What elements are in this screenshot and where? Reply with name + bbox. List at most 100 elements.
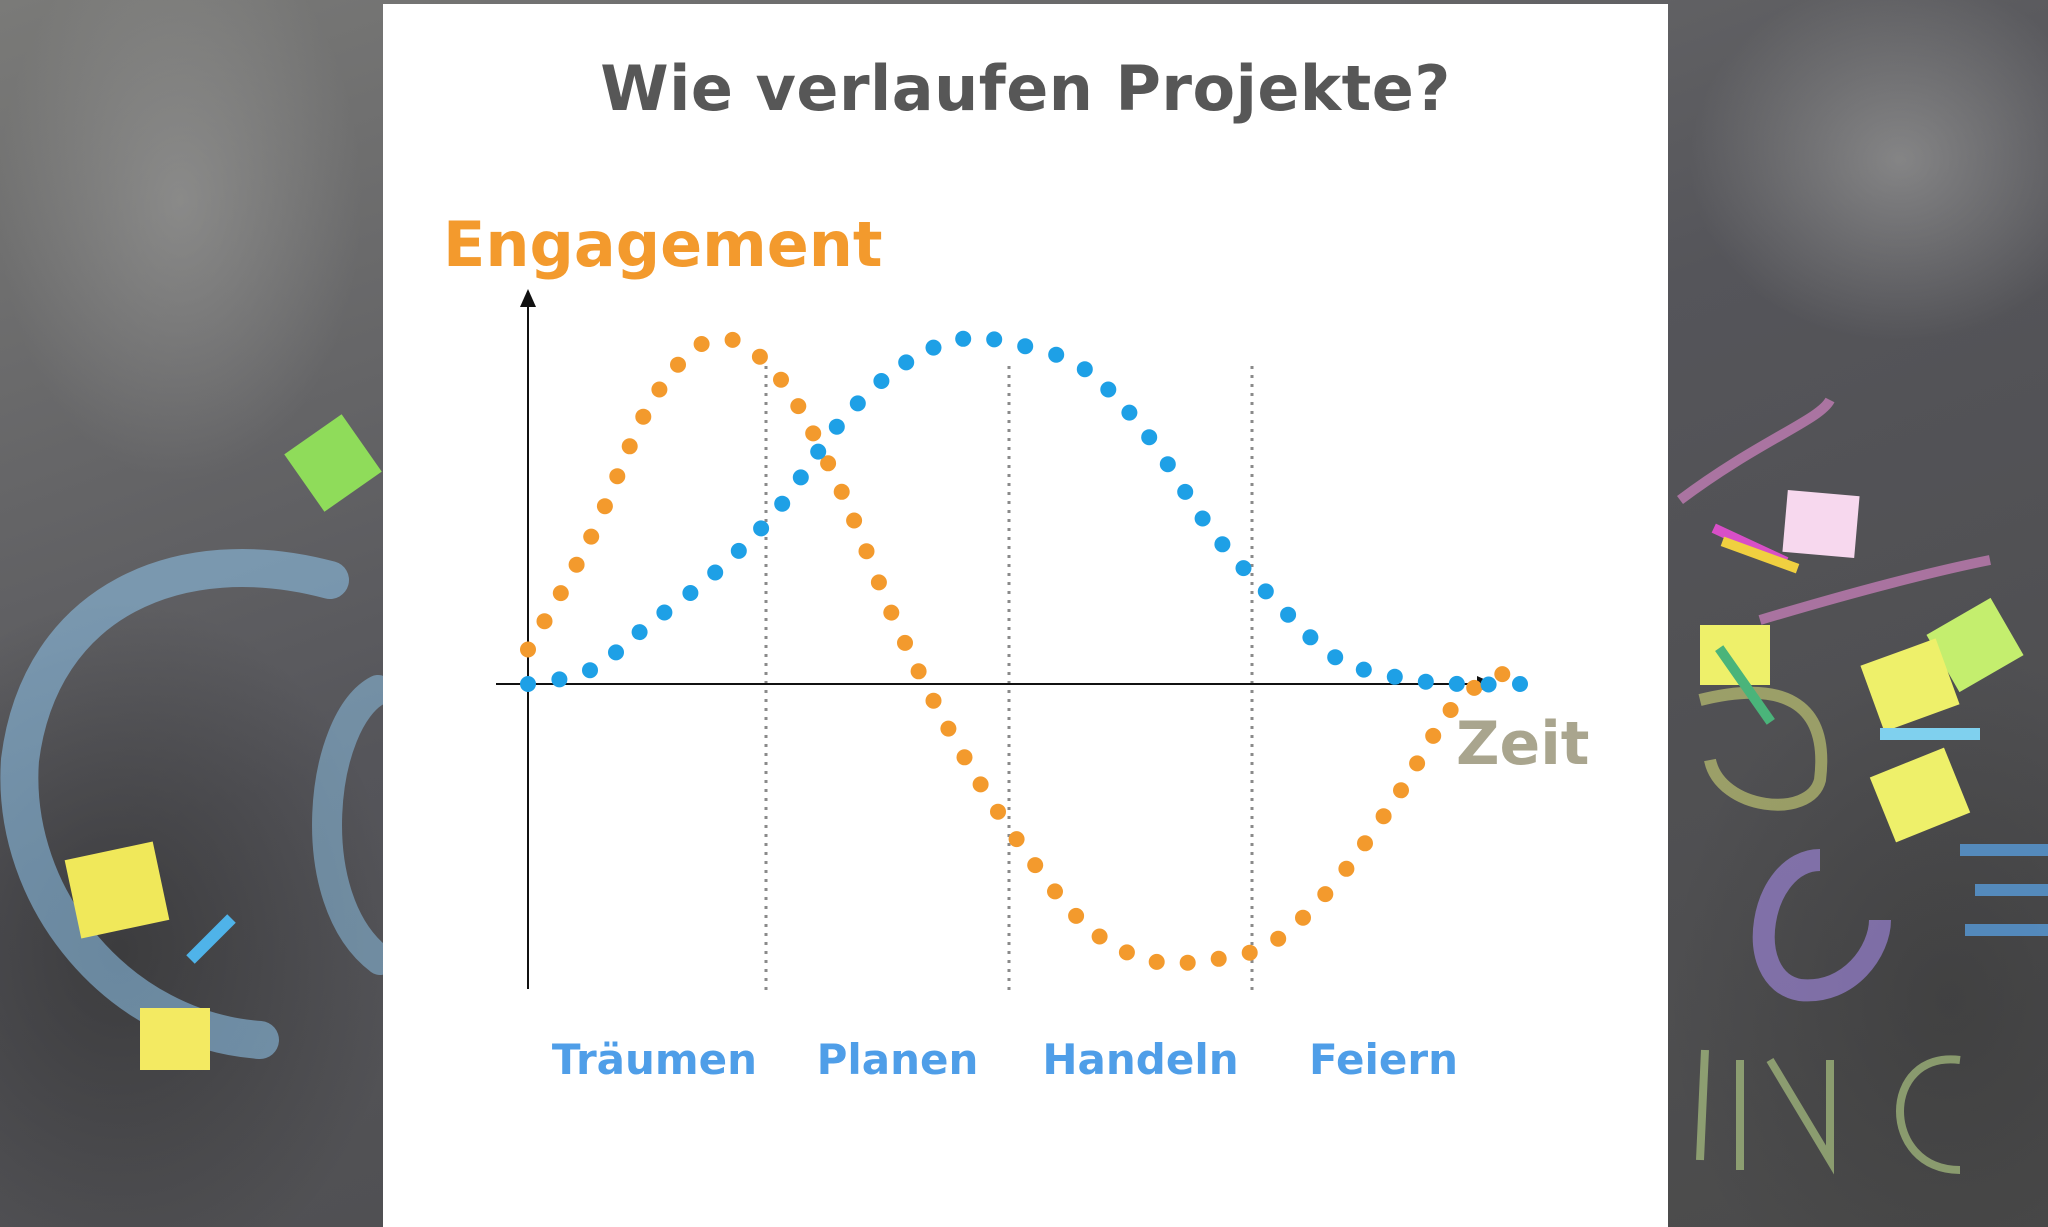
series-2-dot	[608, 644, 624, 661]
x-axis-label: Zeit	[1456, 709, 1589, 779]
series-1-dot	[805, 425, 822, 442]
series-2-dot	[774, 495, 791, 512]
series-1-dot	[609, 468, 626, 485]
series-1-dot	[820, 455, 837, 472]
series-1-dot	[1393, 782, 1409, 799]
series-1-dot	[1295, 909, 1311, 926]
series-2-dot	[810, 443, 827, 460]
series-2-dot	[1512, 676, 1528, 692]
series-2-dot	[582, 662, 598, 679]
series-2-dot	[955, 330, 972, 347]
series-1-dot	[940, 720, 957, 737]
series-1-dot	[910, 663, 927, 680]
series-1-dot	[897, 634, 913, 651]
series-1-dot	[1047, 883, 1063, 900]
series-2-dot	[1417, 673, 1434, 690]
series-1	[520, 331, 1511, 971]
series-1-dot	[858, 543, 875, 560]
series-2-dot	[898, 354, 915, 371]
series-1-dot	[1338, 860, 1355, 877]
series-2-dot	[631, 624, 648, 641]
series-1-dot	[846, 512, 863, 529]
series-1-dot	[1409, 755, 1426, 772]
series-1-dot	[583, 528, 600, 545]
series-1-dot	[1442, 702, 1459, 718]
series-2-dot	[1235, 560, 1252, 577]
series-1-dot	[1008, 831, 1025, 848]
series-2-dot	[656, 604, 673, 621]
series-2	[520, 330, 1528, 693]
series-1-dot	[790, 398, 807, 415]
series-1-dot	[833, 483, 850, 500]
series-1-dot	[883, 604, 900, 621]
phase-label-3: Handeln	[1042, 1035, 1238, 1084]
series-1-dot	[1068, 907, 1085, 924]
series-2-dot	[1257, 583, 1274, 600]
series-2-dot	[730, 542, 747, 559]
chart-area: Engagement Zeit Träumen Planen Handeln Feiern	[443, 208, 1589, 1084]
series-1-dot	[1375, 808, 1392, 825]
series-2-dot	[1302, 629, 1319, 646]
series-1-dot	[568, 556, 585, 573]
series-1-dot	[1357, 835, 1373, 852]
series-2-dot	[1194, 510, 1211, 527]
series-1-dot	[1425, 727, 1442, 744]
series-1-dot	[651, 381, 668, 398]
series-1-dot	[1241, 944, 1258, 961]
y-axis-label: Engagement	[443, 208, 883, 281]
series-1-dot	[1466, 679, 1483, 696]
series-1-dot	[552, 585, 569, 602]
series-1-dot	[1210, 950, 1227, 967]
series-2-dot	[1177, 483, 1194, 500]
chart-title: Wie verlaufen Projekte?	[600, 52, 1451, 125]
series-1-dot	[1027, 857, 1044, 874]
series-1-dot	[972, 776, 989, 793]
series-2-dot	[849, 395, 866, 412]
series-1-dot	[1270, 930, 1287, 947]
series-1-dot	[925, 692, 942, 709]
slide-card: Wie verlaufen Projekte? Engagement Zeit Tr…	[383, 4, 1668, 1227]
series-2-dot	[551, 671, 568, 688]
series-2-dot	[682, 585, 699, 601]
series-1-dot	[956, 749, 973, 766]
series-1-dot	[1494, 666, 1511, 683]
series-2-dot	[1076, 361, 1093, 378]
series-1-dot	[536, 613, 553, 630]
series-2-dot	[1480, 676, 1497, 693]
series-1-dot	[870, 574, 887, 591]
series-2-dot	[1048, 346, 1065, 363]
series-2-dot	[520, 676, 536, 692]
series-2-dot	[1121, 404, 1138, 421]
series-2-dot	[1280, 606, 1297, 623]
series-2-dot	[828, 418, 845, 435]
series-2-dot	[873, 373, 890, 389]
series-1-dot	[773, 371, 789, 388]
phase-label-1: Träumen	[552, 1035, 757, 1084]
series-1-dot	[1148, 953, 1165, 970]
series-2-dot	[925, 339, 942, 356]
series-2-dot	[1386, 668, 1403, 685]
series-2-dot	[1159, 456, 1176, 473]
series-2-dot	[1327, 649, 1344, 666]
series-1-dot	[693, 336, 710, 352]
series-2-dot	[753, 520, 770, 537]
series-1-dot	[670, 356, 686, 373]
series-1-dot	[635, 408, 652, 425]
series-2-dot	[1448, 675, 1465, 692]
series-1-dot	[1118, 944, 1135, 961]
series-2-dot	[986, 331, 1003, 348]
series-1-dot	[990, 803, 1006, 820]
series-1-dot	[1317, 886, 1334, 903]
series-1-dot	[520, 641, 536, 658]
series-2-dot	[707, 564, 724, 581]
series-2-dot	[1141, 429, 1158, 446]
series-2-dot	[1017, 338, 1034, 355]
series-1-dot	[724, 331, 741, 348]
phase-label-4: Feiern	[1309, 1035, 1458, 1084]
series-2-dot	[792, 469, 809, 486]
phase-label-2: Planen	[817, 1035, 979, 1084]
series-2-dot	[1214, 536, 1231, 553]
series-1-dot	[1091, 928, 1108, 945]
series-1-dot	[1179, 954, 1196, 971]
